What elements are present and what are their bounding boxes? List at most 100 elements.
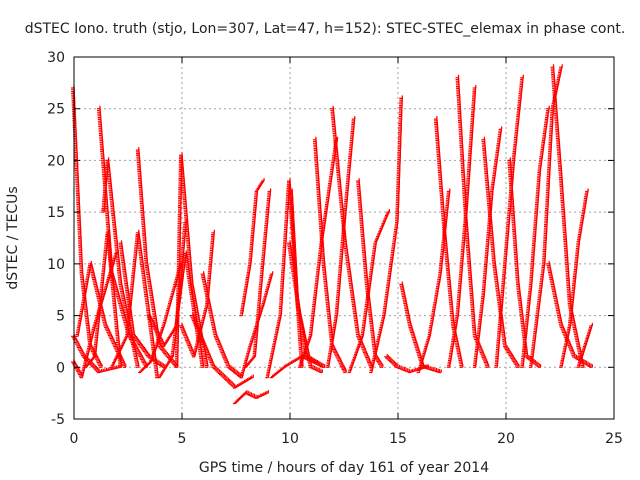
data-point [193, 320, 197, 325]
data-arc-18 [233, 390, 269, 405]
data-point [215, 367, 219, 372]
data-point [188, 345, 193, 350]
data-point [392, 362, 397, 366]
data-point [107, 332, 112, 337]
data-point [154, 329, 159, 334]
data-point [377, 359, 381, 364]
data-point [201, 340, 205, 344]
data-point [215, 338, 220, 342]
data-point [245, 390, 249, 395]
data-point [106, 329, 110, 333]
data-point [195, 325, 199, 330]
data-point [194, 323, 199, 328]
data-point [98, 362, 102, 367]
data-point [319, 369, 323, 374]
data-point [367, 359, 371, 363]
data-point [222, 375, 227, 379]
data-point [267, 188, 272, 193]
data-point [396, 364, 401, 369]
data-point [204, 346, 208, 351]
data-point [154, 328, 158, 332]
data-point [81, 352, 85, 356]
data-point [141, 358, 145, 362]
data-point [219, 348, 224, 352]
data-point [330, 105, 334, 110]
data-point [220, 372, 224, 377]
data-point [197, 330, 201, 334]
data-point [89, 362, 94, 366]
data-point [379, 364, 384, 368]
data-point [250, 374, 254, 379]
data-point [219, 371, 223, 376]
data-point [88, 260, 92, 265]
data-point [218, 344, 222, 349]
data-point [136, 350, 141, 354]
data-point [133, 336, 138, 340]
data-point [147, 314, 151, 318]
data-arc-23 [269, 353, 326, 379]
data-point [386, 209, 390, 213]
data-point [386, 356, 391, 360]
data-point [387, 357, 392, 361]
data-point [118, 240, 123, 244]
data-point [146, 312, 151, 317]
data-point [379, 362, 383, 367]
data-arc-21 [239, 178, 265, 317]
data-point [157, 361, 162, 366]
data-point [157, 335, 162, 340]
data-point [226, 378, 231, 383]
data-point [159, 362, 163, 366]
data-point [227, 365, 232, 369]
data-point [149, 318, 154, 323]
data-point [113, 343, 117, 348]
data-point [104, 324, 108, 329]
data-point [224, 359, 229, 363]
data-point [138, 342, 143, 347]
data-point [336, 355, 340, 360]
data-point [159, 338, 164, 343]
data-point [208, 356, 212, 360]
data-point [199, 336, 204, 341]
data-point [84, 356, 88, 360]
data-arc-14 [174, 152, 209, 368]
data-point [179, 322, 183, 327]
data-point [103, 322, 107, 327]
data-point [179, 324, 184, 329]
data-point [157, 334, 161, 338]
data-point [341, 366, 346, 370]
data-points [71, 64, 593, 405]
data-point [108, 334, 113, 338]
data-point [385, 355, 389, 359]
data-point [79, 349, 83, 353]
data-point [151, 321, 155, 326]
data-point [520, 74, 524, 79]
data-point [217, 341, 221, 345]
data-point [122, 362, 126, 367]
data-point [107, 330, 111, 335]
data-point [142, 348, 147, 352]
data-point [251, 393, 256, 398]
data-point [143, 349, 148, 354]
data-point [376, 358, 380, 362]
data-point [378, 361, 382, 365]
data-point [132, 334, 137, 339]
data-point [112, 342, 116, 346]
data-point [308, 364, 313, 368]
data-point [403, 367, 407, 372]
data-point [221, 374, 226, 378]
data-point [351, 116, 356, 120]
data-point [343, 369, 347, 374]
data-point [76, 368, 80, 372]
data-point [311, 365, 316, 370]
data-point [153, 358, 158, 363]
data-point [185, 337, 189, 342]
data-point [109, 335, 113, 340]
data-point [229, 381, 233, 385]
data-point [148, 317, 153, 321]
data-point [364, 352, 368, 357]
data-point [337, 357, 341, 361]
data-point [76, 342, 80, 347]
data-point [236, 372, 241, 377]
data-point [105, 327, 110, 332]
data-point [81, 353, 86, 358]
